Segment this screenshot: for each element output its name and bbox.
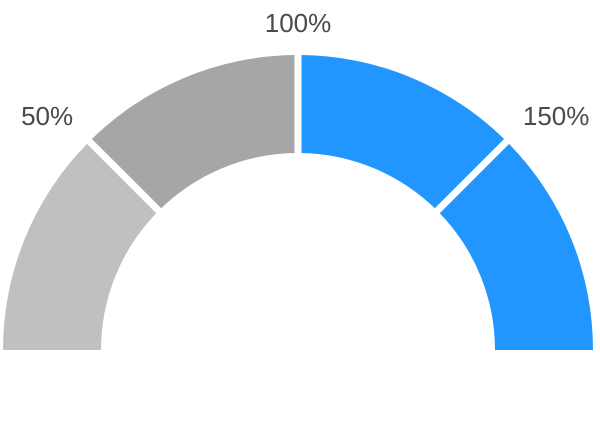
gauge-tick-label: 50%: [21, 101, 73, 131]
gauge-tick-label: 100%: [265, 8, 332, 38]
gauge-tick-label: 150%: [523, 101, 590, 131]
gauge-segments: [3, 55, 593, 350]
